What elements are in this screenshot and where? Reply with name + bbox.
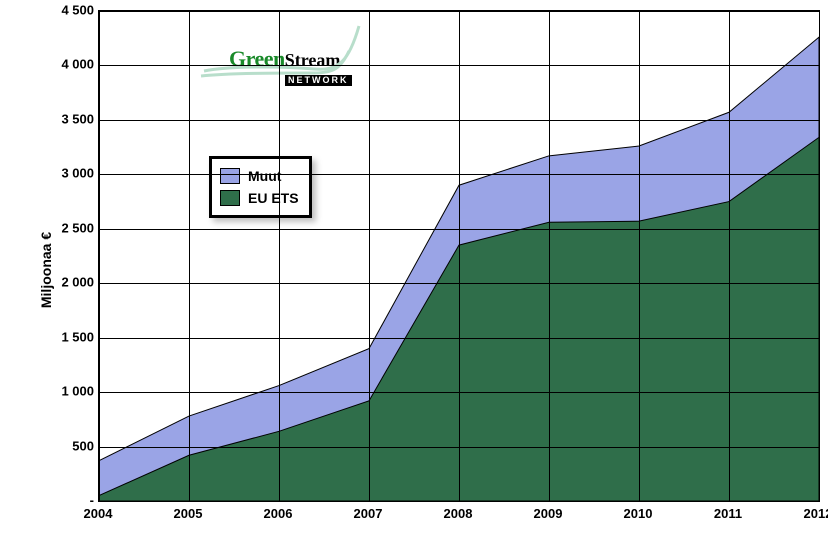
ytick-label: 3 500 xyxy=(61,111,94,126)
gridline-v xyxy=(729,11,730,501)
legend-label-muut: Muut xyxy=(248,168,281,184)
gridline-v xyxy=(369,11,370,501)
xtick-label: 2008 xyxy=(444,506,473,521)
plot-area: GreenStream NETWORK MuutEU ETS xyxy=(98,10,820,502)
gridline-v xyxy=(549,11,550,501)
xtick-label: 2012 xyxy=(804,506,828,521)
xtick-label: 2010 xyxy=(624,506,653,521)
ytick-label: 500 xyxy=(72,438,94,453)
ytick-label: 4 500 xyxy=(61,3,94,18)
gridline-v xyxy=(819,11,820,501)
ytick-label: 1 500 xyxy=(61,329,94,344)
legend-swatch-eu_ets xyxy=(220,190,240,206)
gridline-v xyxy=(639,11,640,501)
legend-label-eu_ets: EU ETS xyxy=(248,190,299,206)
xtick-label: 2007 xyxy=(354,506,383,521)
xtick-label: 2004 xyxy=(84,506,113,521)
gridline-v xyxy=(189,11,190,501)
gridline-v xyxy=(279,11,280,501)
ytick-label: 4 000 xyxy=(61,57,94,72)
ytick-label: 2 500 xyxy=(61,220,94,235)
xtick-label: 2011 xyxy=(714,506,742,521)
gridline-v xyxy=(99,11,100,501)
legend-item-muut: Muut xyxy=(220,165,299,187)
gridline-v xyxy=(459,11,460,501)
legend-swatch-muut xyxy=(220,168,240,184)
legend-item-eu_ets: EU ETS xyxy=(220,187,299,209)
chart-root: Miljoonaa € GreenStream NETWORK MuutEU E… xyxy=(0,0,828,540)
xtick-label: 2006 xyxy=(264,506,293,521)
xtick-label: 2005 xyxy=(174,506,203,521)
ytick-label: 1 000 xyxy=(61,384,94,399)
ytick-label: 2 000 xyxy=(61,275,94,290)
xtick-label: 2009 xyxy=(534,506,563,521)
legend: Muut EU ETS xyxy=(209,156,312,218)
ytick-label: 3 000 xyxy=(61,166,94,181)
y-axis-label: Miljoonaa € xyxy=(38,232,54,308)
